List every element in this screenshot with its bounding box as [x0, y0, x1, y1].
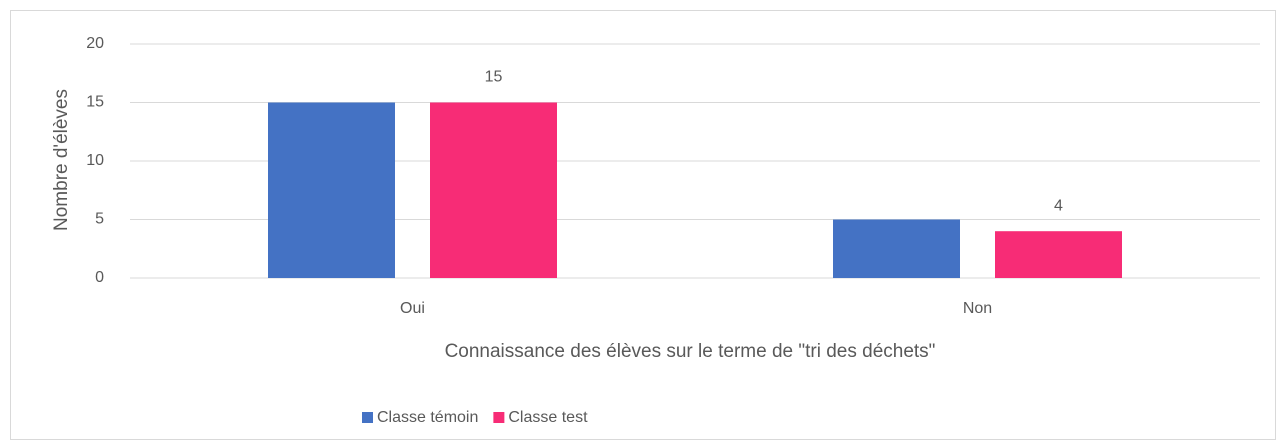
y-tick-label: 10	[86, 152, 104, 169]
data-label: 15	[485, 69, 503, 86]
legend-label: Classe témoin	[377, 409, 478, 426]
x-tick-label: Oui	[400, 300, 425, 317]
y-tick-label: 20	[86, 35, 104, 52]
y-tick-label: 5	[95, 211, 104, 228]
bar	[995, 231, 1122, 278]
legend-swatch	[493, 412, 505, 423]
bar	[430, 102, 557, 278]
x-tick-label: Non	[963, 300, 992, 317]
y-tick-label: 0	[95, 269, 104, 286]
data-label: 4	[1054, 197, 1063, 214]
bar	[268, 102, 395, 278]
chart-border	[10, 10, 1276, 440]
bar	[833, 219, 960, 278]
y-tick-label: 15	[86, 94, 104, 111]
y-axis-title: Nombre d'élèves	[51, 89, 72, 231]
x-axis-title: Connaissance des élèves sur le terme de …	[445, 341, 936, 362]
legend-swatch	[362, 412, 373, 423]
legend-label: Classe test	[508, 409, 588, 426]
